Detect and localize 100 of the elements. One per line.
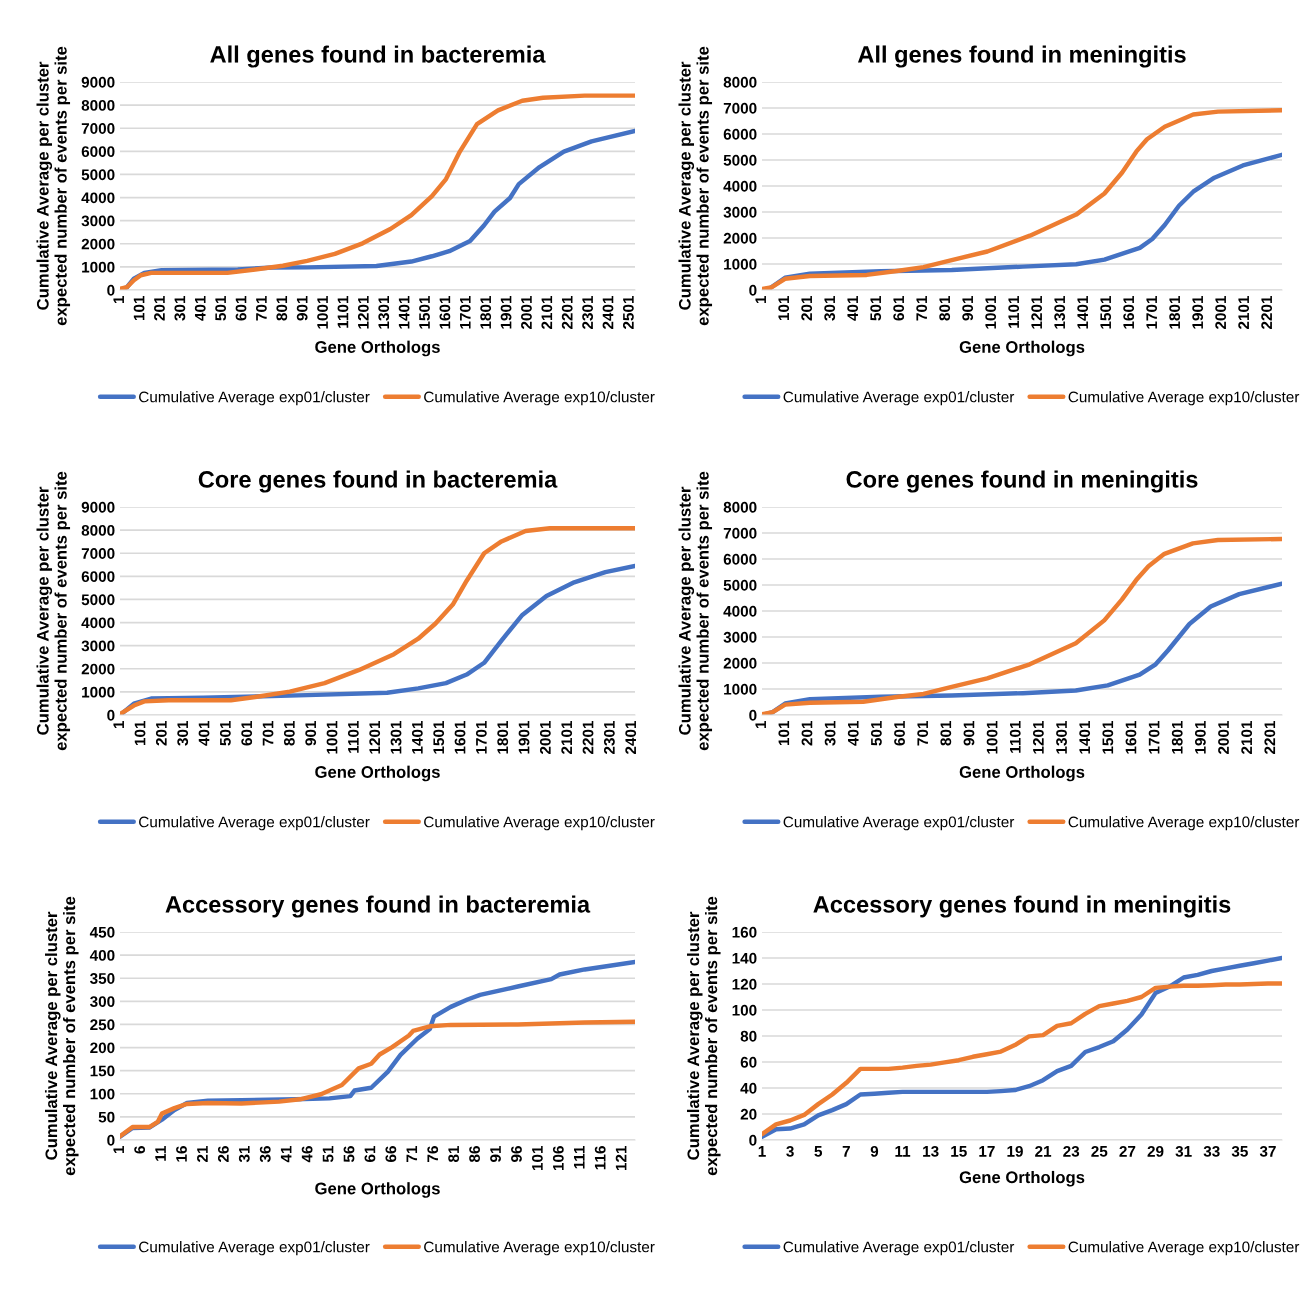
y-tick-label: 2000 xyxy=(723,657,757,669)
x-tick-label: 1 xyxy=(113,295,124,304)
legend-label: Cumulative Average exp10/cluster xyxy=(424,391,655,406)
x-tick-label: 7 xyxy=(842,1146,850,1157)
x-axis-title: Gene Orthologs xyxy=(959,340,1085,357)
y-tick-label: 0 xyxy=(749,284,757,296)
x-tick-label: 201 xyxy=(801,720,813,746)
x-tick-label: 301 xyxy=(824,295,836,321)
line-series xyxy=(120,1019,635,1139)
x-tick-label: 1201 xyxy=(369,720,381,754)
x-tick-label: 2401 xyxy=(602,295,614,330)
x-tick-label: 701 xyxy=(917,720,929,746)
y-tick-label: 3000 xyxy=(81,640,115,652)
x-tick-label: 1301 xyxy=(1054,295,1066,329)
legend-label: Cumulative Average exp01/cluster xyxy=(783,391,1015,406)
x-tick-label: 1801 xyxy=(497,720,509,754)
y-tick-label: 2000 xyxy=(81,663,115,675)
x-tick-label: 2101 xyxy=(561,720,573,755)
y-tick-label: 100 xyxy=(90,1088,115,1100)
x-tick-label: 701 xyxy=(262,720,274,746)
y-tick-label: 5000 xyxy=(723,154,757,166)
y-tick-label: 1000 xyxy=(724,683,757,695)
x-tick-label: 1401 xyxy=(1079,720,1091,754)
x-tick-label: 1301 xyxy=(378,295,390,329)
y-tick-label: 300 xyxy=(90,996,115,1008)
legend-label: Cumulative Average exp01/cluster xyxy=(783,1241,1015,1256)
y-tick-label: 150 xyxy=(90,1065,115,1077)
x-tick-label: 2101 xyxy=(541,295,553,330)
y-tick-label: 1000 xyxy=(724,258,757,270)
x-tick-label: 2201 xyxy=(1264,720,1276,755)
x-tick-label: 2101 xyxy=(1241,720,1253,755)
y-tick-label: 0 xyxy=(107,709,115,721)
x-tick-label: 46 xyxy=(301,1146,313,1163)
x-tick-label: 35 xyxy=(1231,1145,1248,1157)
y-tick-label: 200 xyxy=(90,1042,115,1054)
x-tick-label: 2101 xyxy=(1238,295,1250,330)
x-tick-label: 29 xyxy=(1147,1145,1164,1157)
x-tick-label: 1901 xyxy=(1194,720,1206,754)
y-tick-label: 60 xyxy=(740,1056,757,1068)
x-tick-label: 2301 xyxy=(582,295,594,330)
y-tick-label: 7000 xyxy=(723,527,757,539)
legend-label: Cumulative Average exp10/cluster xyxy=(1068,1241,1300,1256)
x-tick-label: 101 xyxy=(778,720,790,746)
chart-title: Core genes found in bacteremia xyxy=(198,470,558,493)
x-tick-label: 1301 xyxy=(1056,720,1067,754)
x-tick-label: 26 xyxy=(217,1146,229,1163)
x-tick-label: 101 xyxy=(134,720,146,746)
x-tick-label: 301 xyxy=(177,720,189,746)
x-tick-label: 81 xyxy=(448,1145,460,1163)
x-tick-label: 1901 xyxy=(1192,295,1204,329)
x-tick-label: 1801 xyxy=(480,295,492,329)
x-tick-label: 17 xyxy=(979,1146,995,1157)
x-tick-label: 1 xyxy=(113,720,124,729)
x-tick-label: 1601 xyxy=(439,295,451,329)
y-tick-label: 0 xyxy=(749,709,757,721)
line-series xyxy=(762,981,1282,1137)
x-tick-label: 501 xyxy=(219,720,231,746)
x-tick-label: 901 xyxy=(305,720,317,746)
x-tick-label: 1701 xyxy=(459,295,471,329)
x-tick-label: 1201 xyxy=(1031,295,1043,329)
x-tick-label: 501 xyxy=(215,295,227,321)
x-tick-label: 1001 xyxy=(326,720,338,754)
x-tick-label: 111 xyxy=(574,1145,585,1169)
x-tick-label: 401 xyxy=(847,720,859,746)
x-tick-label: 66 xyxy=(385,1146,397,1162)
chart-title: Core genes found in meningitis xyxy=(846,470,1198,493)
x-tick-label: 1401 xyxy=(1077,295,1089,329)
legend-label: Cumulative Average exp10/cluster xyxy=(424,1241,655,1256)
y-tick-label: 1000 xyxy=(82,261,115,273)
x-tick-label: 601 xyxy=(894,720,905,746)
line-series xyxy=(762,955,1282,1139)
x-tick-label: 101 xyxy=(778,295,790,321)
y-tick-label: 7000 xyxy=(81,548,115,559)
x-tick-label: 701 xyxy=(916,295,928,321)
chart-title: Accessory genes found in meningitis xyxy=(813,895,1231,918)
chart-title: All genes found in meningitis xyxy=(857,45,1186,68)
y-tick-label: 0 xyxy=(107,1134,115,1146)
x-axis-title: Gene Orthologs xyxy=(315,340,440,357)
x-tick-label: 1101 xyxy=(1009,720,1021,753)
x-tick-label: 601 xyxy=(893,295,905,321)
y-tick-label: 7000 xyxy=(81,123,115,134)
y-tick-label: 3000 xyxy=(723,631,757,643)
y-tick-label: 100 xyxy=(732,1004,757,1016)
y-tick-label: 6000 xyxy=(81,571,115,583)
x-tick-label: 37 xyxy=(1259,1145,1276,1157)
legend-label: Cumulative Average exp01/cluster xyxy=(783,816,1015,831)
x-tick-label: 106 xyxy=(552,1146,564,1171)
y-tick-label: 5000 xyxy=(81,169,115,181)
y-tick-label: 5000 xyxy=(723,579,757,591)
y-tick-label: 2000 xyxy=(81,238,115,250)
x-tick-label: 2201 xyxy=(582,720,594,755)
x-tick-label: 801 xyxy=(939,295,951,321)
y-tick-label: 8000 xyxy=(723,501,757,513)
x-tick-label: 9 xyxy=(870,1145,879,1157)
x-tick-label: 27 xyxy=(1119,1145,1136,1157)
y-tick-label: 80 xyxy=(740,1030,757,1042)
x-tick-label: 1201 xyxy=(1032,720,1044,754)
x-tick-label: 901 xyxy=(963,720,975,746)
x-tick-label: 1801 xyxy=(1171,720,1183,754)
y-tick-label: 50 xyxy=(98,1111,115,1123)
